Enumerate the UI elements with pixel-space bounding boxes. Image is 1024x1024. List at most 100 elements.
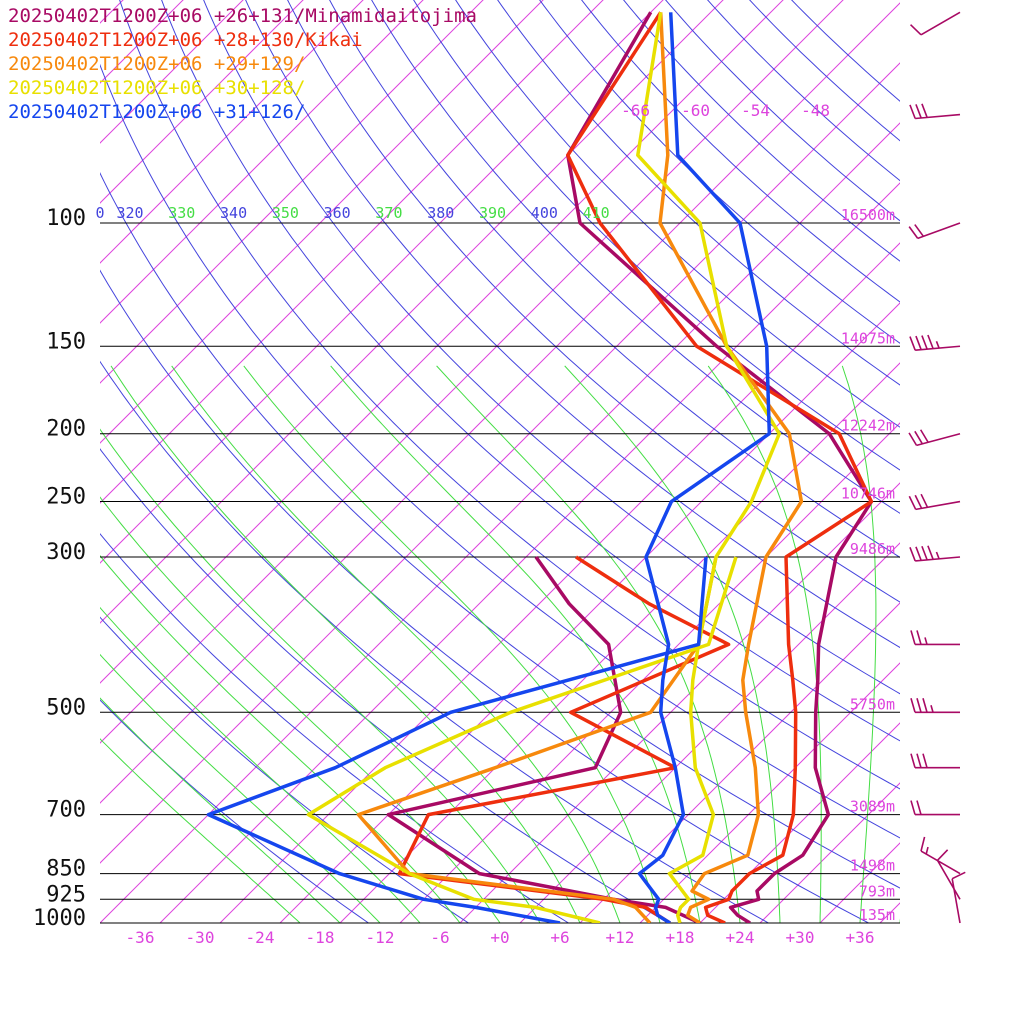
- pressure-label: 700: [46, 798, 86, 823]
- wind-barb-flag: [921, 103, 928, 118]
- theta-label: 390: [479, 204, 506, 222]
- isotherm-line: [100, 2, 900, 804]
- upper-temperature-label: -48: [801, 101, 830, 120]
- moist-adiabat-line: [171, 365, 621, 923]
- wind-barbs: [908, 11, 966, 924]
- isotherm-line: [459, 482, 900, 923]
- isotherm-line: [100, 0, 544, 444]
- dry-adiabat-line: [329, 0, 900, 558]
- wind-barb-flag: [915, 335, 922, 350]
- temperature-trace: [636, 12, 782, 923]
- temperature-tick-label: -24: [246, 928, 275, 947]
- dry-adiabat-line: [707, 0, 900, 182]
- wind-barb-shaft: [936, 859, 961, 900]
- wind-barb-flag: [916, 698, 922, 713]
- wind-barb-shaft: [915, 113, 961, 120]
- temperature-trace: [658, 12, 804, 923]
- isotherm-line: [100, 0, 604, 504]
- dry-adiabat-line: [791, 0, 900, 102]
- isotherm-line: [100, 0, 304, 204]
- pressure-label: 1000: [33, 906, 86, 931]
- isotherm-line: [100, 0, 724, 624]
- wind-barb-shaft: [916, 432, 961, 447]
- dry-adiabat-line: [100, 269, 869, 923]
- dry-adiabat-line: [287, 0, 900, 603]
- temperature-tick-label: +12: [606, 928, 635, 947]
- dry-adiabat-line: [100, 63, 900, 839]
- isotherm-line: [100, 122, 900, 923]
- isotherm-line: [100, 0, 424, 324]
- dry-adiabat-line: [539, 0, 900, 344]
- temperature-trace: [566, 11, 874, 923]
- pressure-label: 500: [46, 695, 86, 720]
- dry-adiabat-lines: [100, 0, 900, 923]
- wind-barb-shaft: [920, 850, 961, 875]
- height-label: 14075m: [841, 329, 895, 347]
- dry-adiabat-line: [203, 0, 900, 695]
- wind-barb-flag: [927, 334, 934, 349]
- wind-barb-flag: [921, 335, 928, 350]
- isotherm-line: [219, 242, 900, 923]
- wind-barb-flag: [916, 753, 922, 768]
- wind-barb: [908, 493, 961, 511]
- moist-adiabat-line: [100, 738, 301, 923]
- pressure-label: 300: [46, 540, 86, 565]
- upper-temperature-label: -60: [681, 101, 710, 120]
- wind-barb-flag: [922, 753, 928, 768]
- wind-barb-flag: [936, 849, 949, 861]
- theta-label: 350: [272, 204, 299, 222]
- wind-barb: [910, 753, 960, 769]
- wind-barb-flag: [910, 630, 916, 645]
- temperature-tick-label: +18: [666, 928, 695, 947]
- temperature-tick-label: -18: [306, 928, 335, 947]
- isotherm-line: [100, 0, 484, 384]
- dry-adiabat-line: [100, 533, 569, 923]
- wind-barb-shaft: [917, 222, 961, 240]
- height-label: 16500m: [841, 206, 895, 224]
- upper-temperature-label: -54: [741, 101, 770, 120]
- pressure-label: 925: [46, 882, 86, 907]
- wind-barb: [910, 11, 961, 36]
- wind-barb-shaft: [920, 11, 961, 36]
- wind-barb-flag: [919, 429, 929, 443]
- temperature-tick-label: -6: [430, 928, 449, 947]
- dry-adiabat-line: [371, 0, 900, 514]
- wind-barb-flag: [915, 546, 922, 561]
- wind-barb-flag: [927, 545, 934, 560]
- temperature-trace: [637, 12, 772, 923]
- dewpoint-trace: [356, 556, 718, 923]
- wind-barb-flag: [916, 800, 922, 815]
- legend-entry-31-126: 20250402T1200Z+06 +31+126/: [8, 101, 306, 123]
- theta-label: 320: [116, 204, 143, 222]
- wind-barb: [936, 849, 961, 900]
- wind-barb-flag: [909, 336, 916, 351]
- sounding-traces: [206, 11, 874, 923]
- wind-barb-flag: [920, 836, 926, 852]
- wind-barb-shaft: [951, 878, 961, 924]
- upper-temperature-label: -66: [621, 101, 650, 120]
- wind-barb-half-flag: [930, 705, 934, 713]
- dry-adiabat-line: [100, 616, 469, 923]
- height-label: 135m: [859, 906, 895, 924]
- legend-entry-kikai: 20250402T1200Z+06 +28+130/Kikai: [8, 29, 363, 51]
- dry-adiabat-line: [100, 172, 900, 889]
- height-label: 12242m: [841, 417, 895, 435]
- theta-label: 370: [375, 204, 402, 222]
- temperature-tick-label: +24: [726, 928, 755, 947]
- dry-adiabat-line: [413, 0, 900, 471]
- isotherm-line: [519, 542, 900, 923]
- temperature-tick-label: -12: [366, 928, 395, 947]
- wind-barb-flag: [909, 547, 916, 562]
- pressure-label: 100: [46, 206, 86, 231]
- wind-barb-flag: [914, 430, 924, 445]
- wind-barb: [909, 545, 961, 562]
- theta-label: 400: [531, 204, 558, 222]
- legend-entry-30-128: 20250402T1200Z+06 +30+128/: [8, 77, 306, 99]
- moist-adiabat-line: [243, 365, 661, 923]
- isotherm-line: [100, 62, 900, 864]
- wind-barb-flag: [914, 224, 924, 237]
- theta-label: 360: [324, 204, 351, 222]
- isotherm-line: [100, 0, 844, 744]
- wind-barb-flag: [922, 698, 928, 713]
